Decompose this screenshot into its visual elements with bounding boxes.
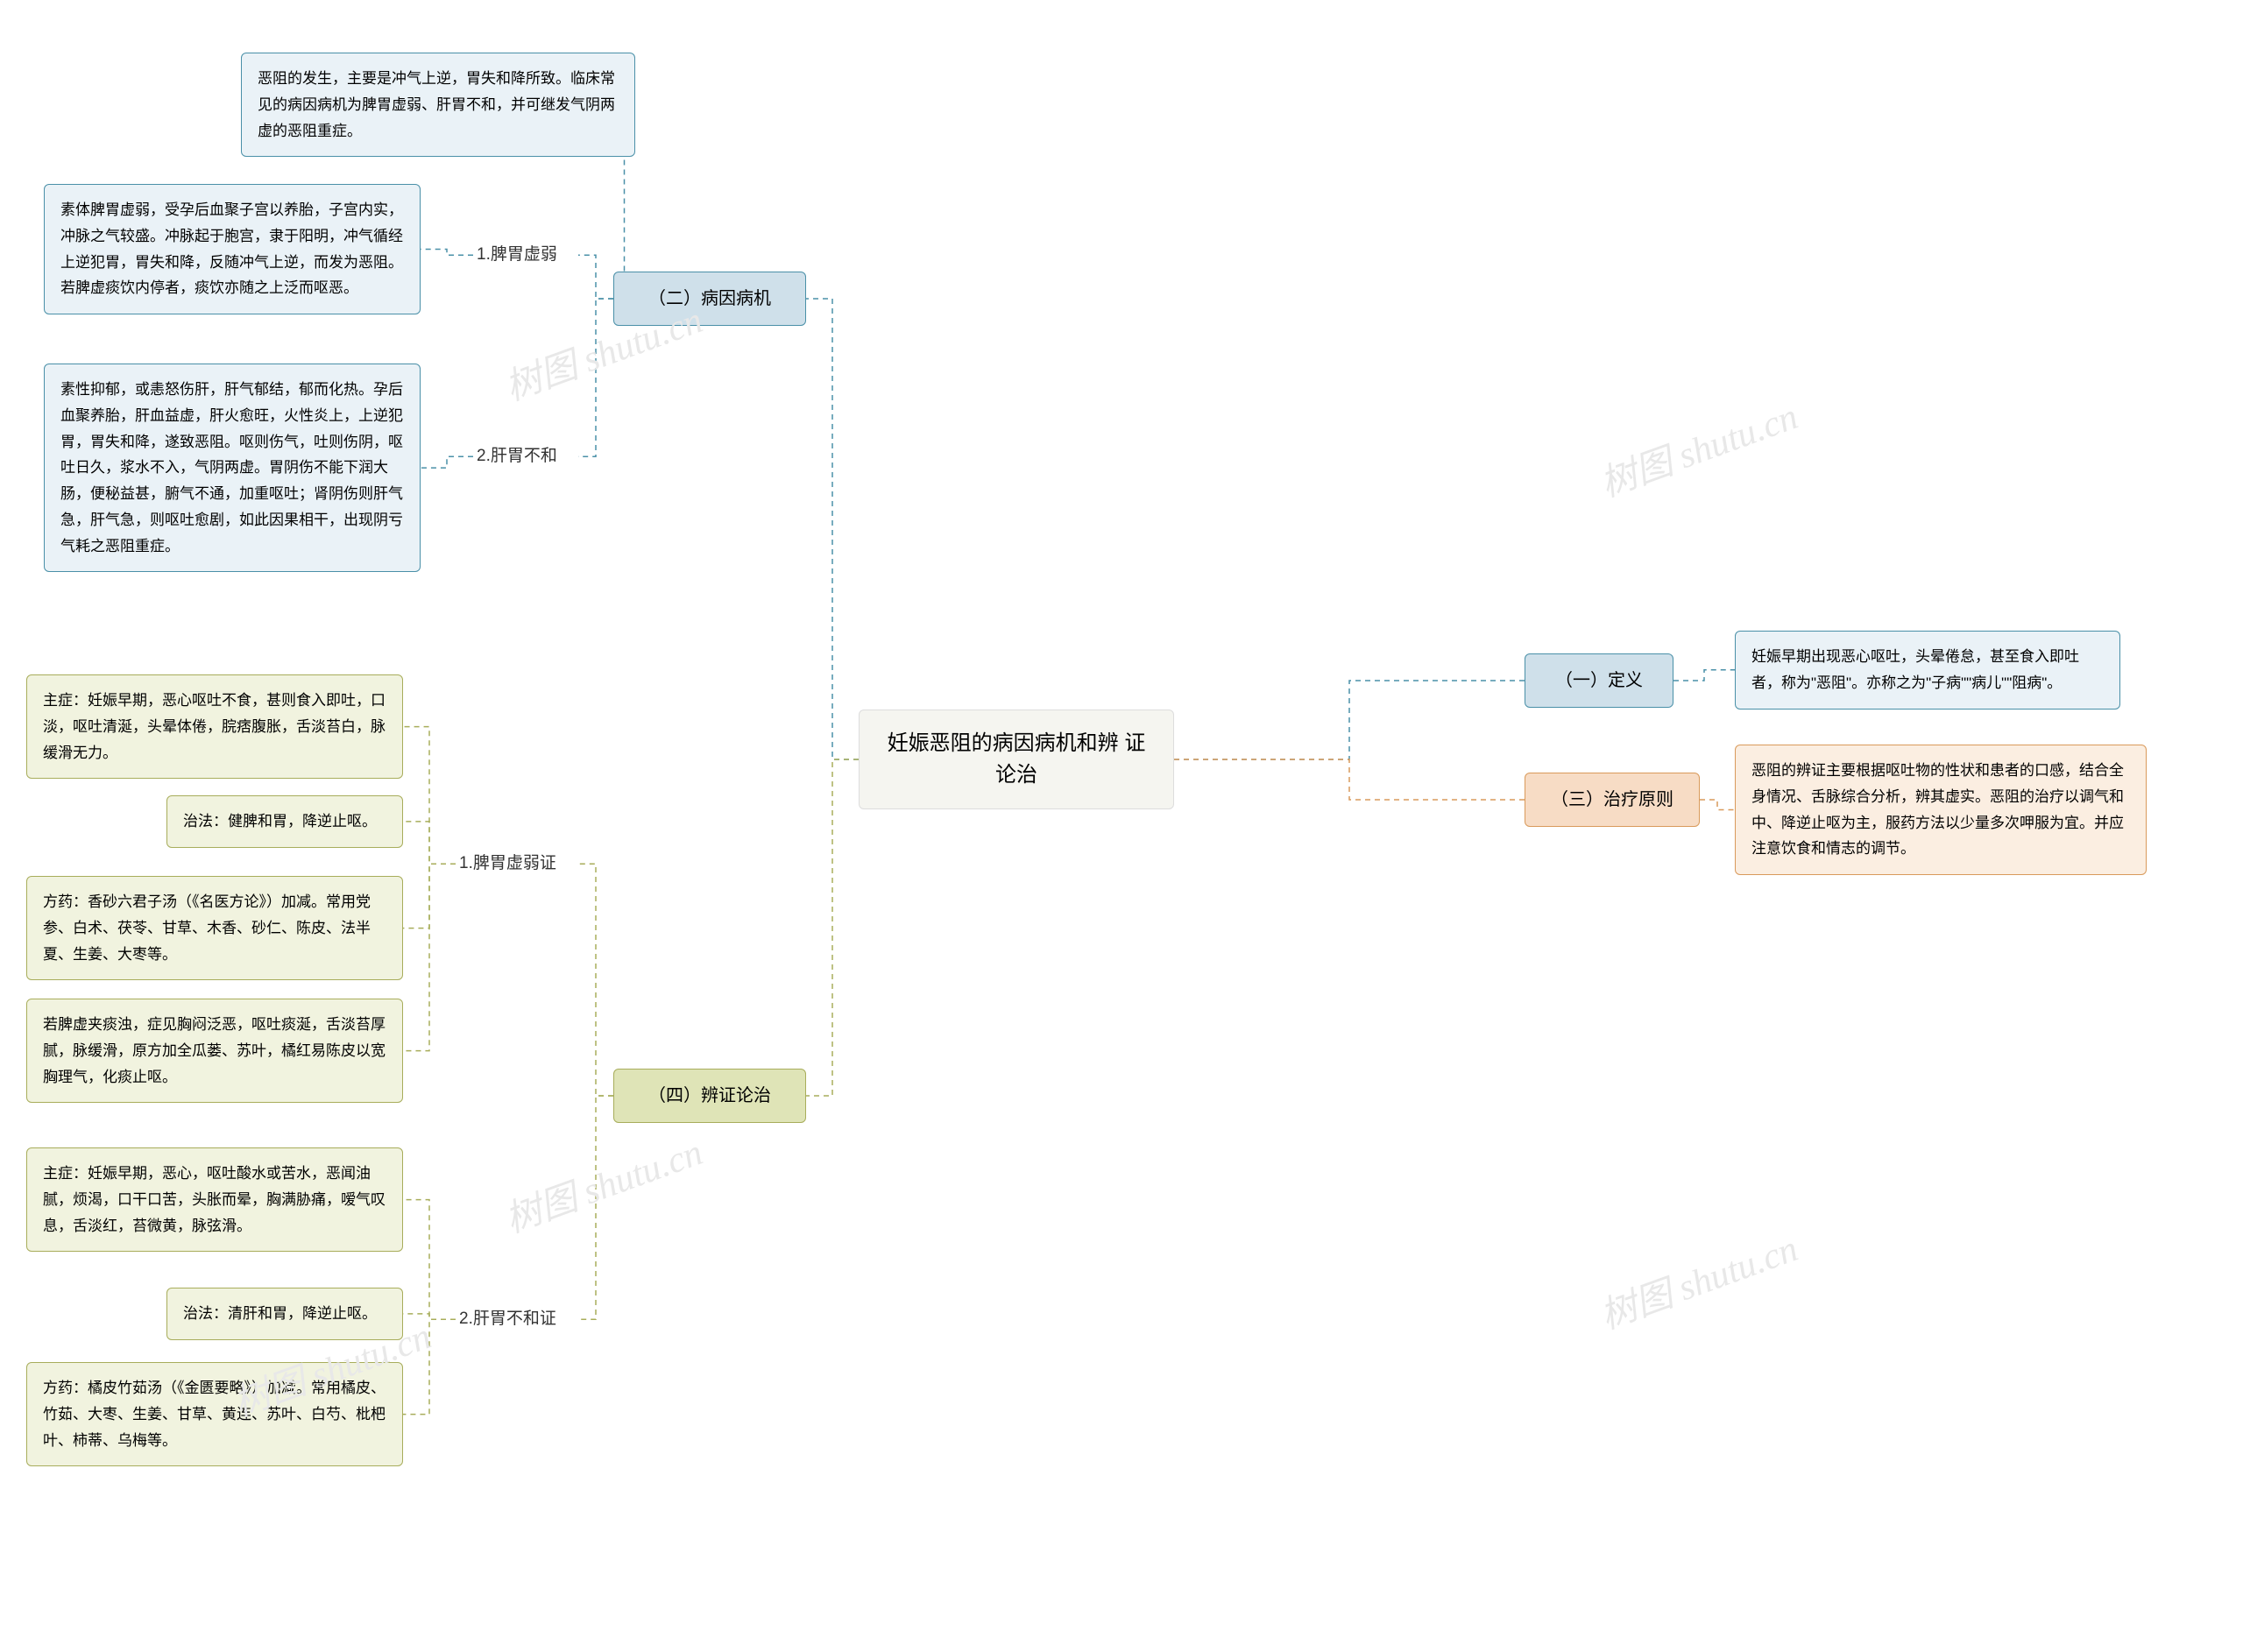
leaf-cause-1-0: 素性抑郁，或恚怒伤肝，肝气郁结，郁而化热。孕后血聚养胎，肝血益虚，肝火愈旺，火性… [44, 364, 421, 572]
leaf-diag-1-0: 主症：妊娠早期，恶心，呕吐酸水或苦水，恶闻油腻，烦渴，口干口苦，头胀而晕，胸满胁… [26, 1147, 403, 1252]
leaf-diag-1-1: 治法：清肝和胃，降逆止呕。 [166, 1288, 403, 1340]
leaf-diag-0-2: 方药：香砂六君子汤（《名医方论》）加减。常用党参、白术、茯苓、甘草、木香、砂仁、… [26, 876, 403, 980]
leaf-treat-0: 恶阻的辨证主要根据呕吐物的性状和患者的口感，结合全身情况、舌脉综合分析，辨其虚实… [1735, 745, 2147, 875]
leaf-cause-d0: 恶阻的发生，主要是冲气上逆，胃失和降所致。临床常见的病因病机为脾胃虚弱、肝胃不和… [241, 53, 635, 157]
leaf-diag-0-3: 若脾虚夹痰浊，症见胸闷泛恶，呕吐痰涎，舌淡苔厚腻，脉缓滑，原方加全瓜蒌、苏叶，橘… [26, 999, 403, 1103]
branch-treat: （三）治疗原则 [1525, 773, 1700, 827]
sub-cause-0: 1.脾胃虚弱 [473, 237, 578, 273]
watermark: 树图 shutu.cn [1592, 387, 1804, 508]
leaf-diag-1-2: 方药：橘皮竹茹汤（《金匮要略》）加减。常用橘皮、竹茹、大枣、生姜、甘草、黄连、苏… [26, 1362, 403, 1466]
sub-diag-1: 2.肝胃不和证 [456, 1301, 578, 1338]
sub-diag-0: 1.脾胃虚弱证 [456, 845, 578, 882]
sub-cause-1: 2.肝胃不和 [473, 438, 578, 475]
branch-def: （一）定义 [1525, 653, 1673, 708]
branch-cause: （二）病因病机 [613, 272, 806, 326]
leaf-diag-0-0: 主症：妊娠早期，恶心呕吐不食，甚则食入即吐，口淡，呕吐清涎，头晕体倦，脘痞腹胀，… [26, 674, 403, 779]
root-node: 妊娠恶阻的病因病机和辨 证论治 [859, 710, 1174, 809]
branch-diag: （四）辨证论治 [613, 1069, 806, 1123]
leaf-cause-0-0: 素体脾胃虚弱，受孕后血聚子宫以养胎，子宫内实，冲脉之气较盛。冲脉起于胞宫，隶于阳… [44, 184, 421, 314]
leaf-def-0: 妊娠早期出现恶心呕吐，头晕倦怠，甚至食入即吐者，称为"恶阻"。亦称之为"子病""… [1735, 631, 2120, 710]
leaf-diag-0-1: 治法：健脾和胃，降逆止呕。 [166, 795, 403, 848]
watermark: 树图 shutu.cn [497, 1123, 709, 1244]
watermark: 树图 shutu.cn [1592, 1219, 1804, 1340]
